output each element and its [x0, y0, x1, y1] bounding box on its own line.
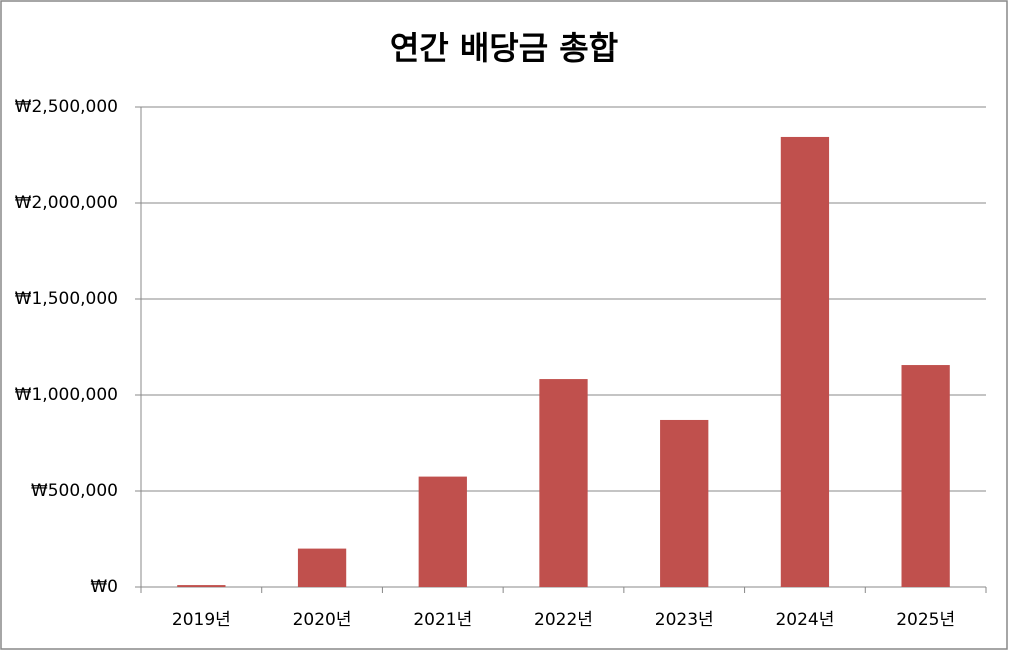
bar: [297, 548, 347, 587]
y-tick-label: ₩0: [90, 577, 118, 597]
bar: [539, 379, 588, 587]
x-tick-label: 2021년: [413, 610, 472, 630]
x-tick-label: 2022년: [534, 610, 593, 630]
y-tick-label: ₩1,000,000: [15, 385, 118, 405]
x-tick-label: 2023년: [655, 610, 714, 630]
bar: [418, 476, 467, 587]
x-tick-label: 2025년: [896, 610, 955, 630]
x-tick-label: 2024년: [775, 610, 834, 630]
bar: [660, 419, 709, 587]
y-tick-label: ₩2,500,000: [15, 97, 118, 117]
bar: [901, 365, 950, 587]
y-tick-label: ₩2,000,000: [15, 193, 118, 213]
chart-title: 연간 배당금 총합: [390, 29, 618, 67]
bar: [177, 585, 226, 587]
bar: [780, 136, 830, 587]
x-tick-label: 2019년: [172, 610, 231, 630]
y-tick-label: ₩1,500,000: [15, 289, 118, 309]
y-tick-label: ₩500,000: [31, 481, 118, 501]
x-tick-label: 2020년: [293, 610, 352, 630]
